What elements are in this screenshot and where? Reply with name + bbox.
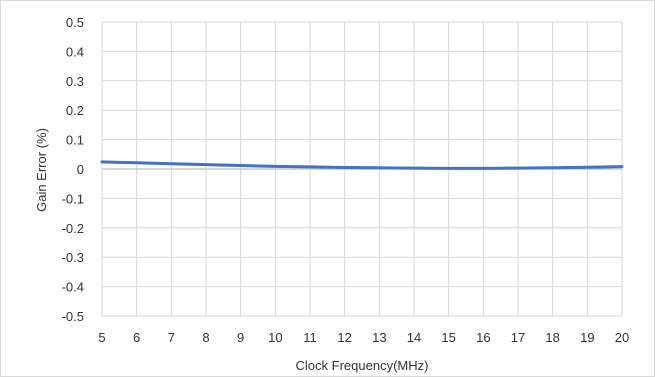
x-tick-label: 10 bbox=[268, 330, 282, 345]
x-tick-label: 18 bbox=[545, 330, 559, 345]
y-tick-label: 0.3 bbox=[66, 74, 84, 89]
x-tick-label: 8 bbox=[202, 330, 209, 345]
y-tick-label: 0.2 bbox=[66, 103, 84, 118]
y-tick-label: -0.1 bbox=[62, 191, 84, 206]
y-tick-label: 0.4 bbox=[66, 44, 84, 59]
x-tick-label: 12 bbox=[337, 330, 351, 345]
x-tick-label: 7 bbox=[168, 330, 175, 345]
y-tick-label: -0.5 bbox=[62, 309, 84, 324]
x-axis-title: Clock Frequency(MHz) bbox=[296, 358, 429, 373]
y-tick-label: -0.2 bbox=[62, 221, 84, 236]
y-tick-label: 0.5 bbox=[66, 15, 84, 30]
y-axis-title: Gain Error (%) bbox=[34, 128, 49, 212]
x-tick-label: 17 bbox=[511, 330, 525, 345]
y-tick-label: -0.3 bbox=[62, 250, 84, 265]
x-tick-label: 13 bbox=[372, 330, 386, 345]
x-tick-label: 9 bbox=[237, 330, 244, 345]
x-tick-label: 11 bbox=[303, 330, 317, 345]
x-tick-label: 15 bbox=[441, 330, 455, 345]
series-group bbox=[100, 160, 624, 170]
x-tick-label: 14 bbox=[407, 330, 421, 345]
series-line bbox=[100, 160, 624, 170]
x-tick-label: 16 bbox=[476, 330, 490, 345]
y-tick-label: 0.1 bbox=[66, 133, 84, 148]
y-tick-labels: 0.5 0.4 0.3 0.2 0.1 0 -0.1 -0.2 -0.3 -0.4 -0.5 bbox=[62, 15, 84, 324]
x-tick-label: 19 bbox=[580, 330, 594, 345]
x-tick-label: 6 bbox=[133, 330, 140, 345]
y-tick-label: -0.4 bbox=[62, 280, 84, 295]
x-tick-label: 20 bbox=[615, 330, 629, 345]
x-tick-labels: 5 6 7 8 9 10 11 12 13 14 15 16 17 18 19 20 bbox=[98, 330, 629, 345]
x-tick-label: 5 bbox=[98, 330, 105, 345]
y-tick-label: 0 bbox=[77, 162, 84, 177]
